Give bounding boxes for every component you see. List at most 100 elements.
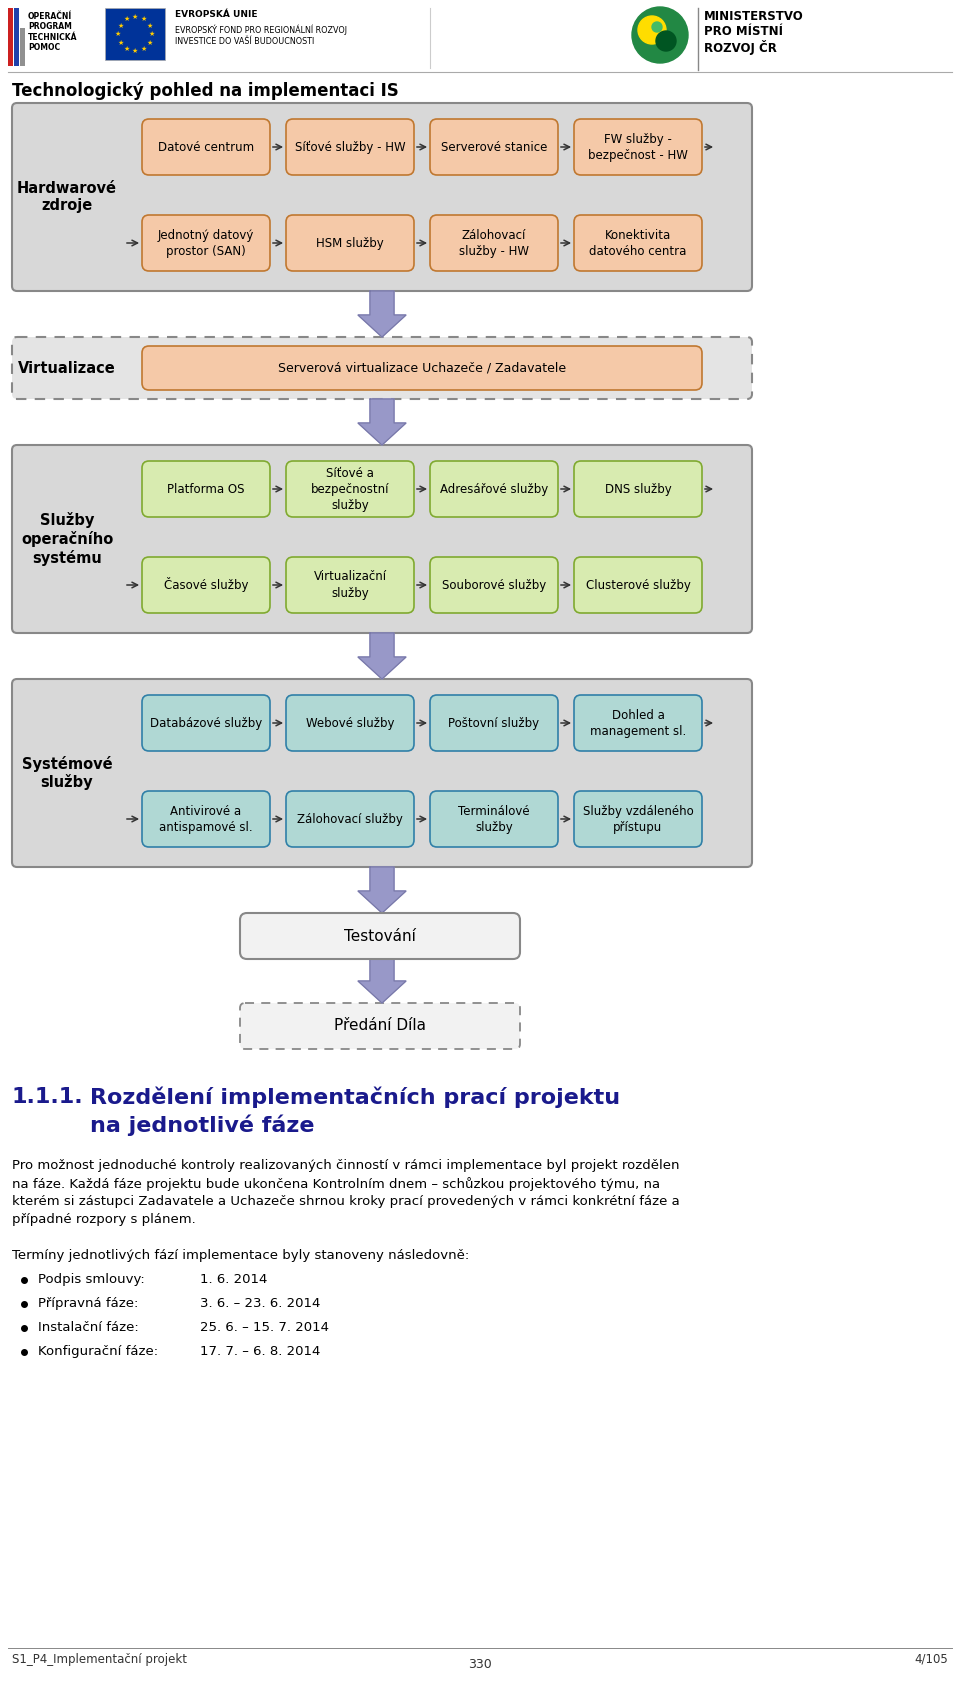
Polygon shape xyxy=(358,291,406,336)
Text: Síťové služby - HW: Síťové služby - HW xyxy=(295,140,405,153)
Text: na jednotlivé fáze: na jednotlivé fáze xyxy=(90,1115,315,1137)
FancyBboxPatch shape xyxy=(142,346,702,390)
FancyBboxPatch shape xyxy=(574,215,702,271)
Text: kterém si zástupci Zadavatele a Uchazeče shrnou kroky prací provedených v rámci : kterém si zástupci Zadavatele a Uchazeče… xyxy=(12,1194,680,1208)
Text: Clusterové služby: Clusterové služby xyxy=(586,579,690,592)
FancyBboxPatch shape xyxy=(12,446,752,632)
Text: ★: ★ xyxy=(147,39,153,45)
Text: ★: ★ xyxy=(124,45,130,52)
Bar xyxy=(20,29,25,66)
FancyBboxPatch shape xyxy=(142,461,270,516)
FancyBboxPatch shape xyxy=(12,103,752,291)
FancyBboxPatch shape xyxy=(430,119,558,175)
Text: 3. 6. – 23. 6. 2014: 3. 6. – 23. 6. 2014 xyxy=(200,1297,321,1310)
Text: Přípravná fáze:: Přípravná fáze: xyxy=(38,1297,138,1310)
Circle shape xyxy=(632,7,688,62)
Text: ★: ★ xyxy=(117,39,124,45)
Text: Databázové služby: Databázové služby xyxy=(150,717,262,730)
Bar xyxy=(14,8,19,66)
FancyBboxPatch shape xyxy=(142,791,270,848)
FancyBboxPatch shape xyxy=(286,557,414,612)
Polygon shape xyxy=(358,959,406,1002)
Text: HSM služby: HSM služby xyxy=(316,237,384,249)
Text: Dohled a
management sl.: Dohled a management sl. xyxy=(589,708,686,737)
FancyBboxPatch shape xyxy=(142,695,270,750)
Text: Platforma OS: Platforma OS xyxy=(167,483,245,496)
FancyBboxPatch shape xyxy=(12,336,752,399)
Text: Služby
operačního
systému: Služby operačního systému xyxy=(21,513,113,565)
Text: INVESTICE DO VAŠÍ BUDOUCNOSTI: INVESTICE DO VAŠÍ BUDOUCNOSTI xyxy=(175,37,314,45)
FancyBboxPatch shape xyxy=(574,695,702,750)
Text: 1.1.1.: 1.1.1. xyxy=(12,1087,84,1107)
Text: 4/105: 4/105 xyxy=(914,1653,948,1665)
Text: Termíny jednotlivých fází implementace byly stanoveny následovně:: Termíny jednotlivých fází implementace b… xyxy=(12,1250,469,1262)
Text: Datové centrum: Datové centrum xyxy=(158,141,254,153)
Text: Poštovní služby: Poštovní služby xyxy=(448,717,540,730)
Text: Jednotný datový
prostor (SAN): Jednotný datový prostor (SAN) xyxy=(157,229,254,257)
FancyBboxPatch shape xyxy=(240,913,520,959)
Circle shape xyxy=(638,17,666,44)
Text: FW služby -
bezpečnost - HW: FW služby - bezpečnost - HW xyxy=(588,133,688,161)
Text: 25. 6. – 15. 7. 2014: 25. 6. – 15. 7. 2014 xyxy=(200,1320,329,1334)
Text: Virtualizace: Virtualizace xyxy=(18,360,116,375)
Text: Síťové a
bezpečnostní
služby: Síťové a bezpečnostní služby xyxy=(311,466,389,511)
Text: Pro možnost jednoduché kontroly realizovaných činností v rámci implementace byl : Pro možnost jednoduché kontroly realizov… xyxy=(12,1159,680,1172)
Text: Serverová virtualizace Uchazeče / Zadavatele: Serverová virtualizace Uchazeče / Zadava… xyxy=(278,362,566,375)
Polygon shape xyxy=(358,399,406,446)
Text: Adresářové služby: Adresářové služby xyxy=(440,483,548,496)
Text: DNS služby: DNS služby xyxy=(605,483,671,496)
Text: Konektivita
datového centra: Konektivita datového centra xyxy=(589,229,686,257)
Text: Podpis smlouvy:: Podpis smlouvy: xyxy=(38,1273,145,1287)
Text: Konfigurační fáze:: Konfigurační fáze: xyxy=(38,1346,158,1357)
Text: ★: ★ xyxy=(117,22,124,29)
Text: ★: ★ xyxy=(132,13,138,20)
FancyBboxPatch shape xyxy=(430,557,558,612)
Text: S1_P4_Implementační projekt: S1_P4_Implementační projekt xyxy=(12,1653,187,1665)
Text: ★: ★ xyxy=(132,49,138,54)
Text: Předání Díla: Předání Díla xyxy=(334,1019,426,1033)
Text: EVROPSKÁ UNIE: EVROPSKÁ UNIE xyxy=(175,10,257,19)
Text: ★: ★ xyxy=(149,30,156,37)
Text: 17. 7. – 6. 8. 2014: 17. 7. – 6. 8. 2014 xyxy=(200,1346,321,1357)
Text: ★: ★ xyxy=(140,17,147,22)
FancyBboxPatch shape xyxy=(430,695,558,750)
FancyBboxPatch shape xyxy=(286,119,414,175)
Text: 1. 6. 2014: 1. 6. 2014 xyxy=(200,1273,268,1287)
FancyBboxPatch shape xyxy=(574,791,702,848)
Text: Antivirové a
antispamové sl.: Antivirové a antispamové sl. xyxy=(159,804,252,834)
Polygon shape xyxy=(358,632,406,680)
FancyBboxPatch shape xyxy=(286,461,414,516)
Text: OPERAČNÍ
PROGRAM
TECHNICKÁ
POMOC: OPERAČNÍ PROGRAM TECHNICKÁ POMOC xyxy=(28,12,78,52)
Text: Zálohovací služby: Zálohovací služby xyxy=(297,812,403,826)
Text: ★: ★ xyxy=(115,30,121,37)
Text: 330: 330 xyxy=(468,1658,492,1670)
Text: Souborové služby: Souborové služby xyxy=(442,579,546,592)
FancyBboxPatch shape xyxy=(574,557,702,612)
FancyBboxPatch shape xyxy=(430,461,558,516)
Bar xyxy=(105,8,165,61)
FancyBboxPatch shape xyxy=(240,1002,520,1050)
Text: ★: ★ xyxy=(140,45,147,52)
Text: Webové služby: Webové služby xyxy=(305,717,395,730)
FancyBboxPatch shape xyxy=(430,791,558,848)
Text: ★: ★ xyxy=(124,17,130,22)
Text: Systémové
služby: Systémové služby xyxy=(22,755,112,791)
FancyBboxPatch shape xyxy=(286,695,414,750)
Text: ★: ★ xyxy=(147,22,153,29)
Text: Terminálové
služby: Terminálové služby xyxy=(458,804,530,834)
FancyBboxPatch shape xyxy=(574,461,702,516)
Text: Časové služby: Časové služby xyxy=(164,577,249,592)
Text: EVROPSKÝ FOND PRO REGIONÁLNÍ ROZVOJ: EVROPSKÝ FOND PRO REGIONÁLNÍ ROZVOJ xyxy=(175,24,347,35)
Circle shape xyxy=(656,30,676,50)
Polygon shape xyxy=(358,866,406,913)
Text: Služby vzdáleného
přístupu: Služby vzdáleného přístupu xyxy=(583,804,693,834)
Text: MINISTERSTVO
PRO MÍSTNÍ
ROZVOJ ČR: MINISTERSTVO PRO MÍSTNÍ ROZVOJ ČR xyxy=(704,10,804,56)
Text: Hardwarové
zdroje: Hardwarové zdroje xyxy=(17,180,117,214)
FancyBboxPatch shape xyxy=(142,119,270,175)
Text: na fáze. Každá fáze projektu bude ukončena Kontrolním dnem – schůzkou projektové: na fáze. Každá fáze projektu bude ukonče… xyxy=(12,1177,660,1191)
FancyBboxPatch shape xyxy=(286,215,414,271)
Text: Zálohovací
služby - HW: Zálohovací služby - HW xyxy=(459,229,529,257)
Text: Technologický pohled na implementaci IS: Technologický pohled na implementaci IS xyxy=(12,82,398,99)
FancyBboxPatch shape xyxy=(142,557,270,612)
Bar xyxy=(8,8,13,66)
